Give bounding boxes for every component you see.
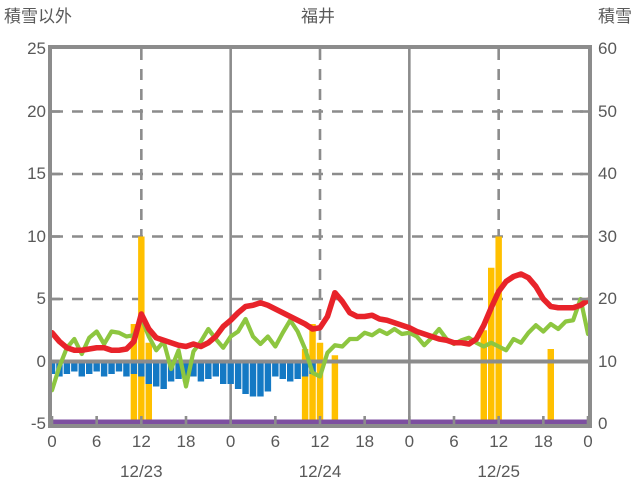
x-axis-tick: 18 [533,432,553,451]
precipitation-bar [115,361,123,372]
snow-bar [495,236,502,424]
x-axis-tick: 18 [355,432,375,451]
precipitation-bar [190,361,197,377]
y-axis-tick-right: 0 [598,414,608,433]
y-axis-tick-left: 25 [27,39,46,58]
precipitation-bar [153,361,160,387]
x-axis-tick: 0 [225,432,236,451]
snow-bar [480,330,487,424]
x-axis-day-label: 12/23 [120,462,163,481]
y-axis-tick-right: 30 [598,226,617,246]
precipitation-bar [71,361,78,372]
precipitation-bar [52,361,56,374]
chart-canvas [52,49,588,424]
x-axis-day-label: 12/25 [477,462,520,481]
precipitation-bar [205,361,212,379]
x-axis-tick: 6 [270,432,281,451]
precipitation-bar [93,361,100,372]
precipitation-bar [234,361,242,389]
x-axis-tick: 0 [47,432,57,451]
y-axis-tick-left: 0 [36,351,46,371]
snow-bar [316,342,324,424]
precipitation-bar [212,361,219,377]
precipitation-bar [78,361,85,377]
snow-bar [331,355,339,424]
precipitation-bar [130,361,138,374]
precipitation-bar [100,361,108,377]
precipitation-bar [145,361,152,384]
precipitation-bar [227,361,234,384]
y-axis-tick-left: -5 [30,414,46,433]
precipitation-bar [182,361,190,382]
y-axis-tick-right: 20 [598,289,617,308]
plot-area [48,45,592,428]
precipitation-bar [301,361,309,377]
precipitation-bar [279,361,286,379]
precipitation-bar [175,361,182,379]
y-axis-tick-left: 15 [27,164,46,183]
precipitation-bar [160,361,167,389]
precipitation-bar [249,361,257,397]
precipitation-bar [197,361,205,382]
x-axis-tick: 12 [489,432,509,451]
precipitation-bar [257,361,264,397]
precipitation-bar [86,361,93,374]
x-axis-tick: 6 [449,432,459,451]
snow-bar [547,349,554,424]
precipitation-bar [264,361,272,392]
precipitation-bar [272,361,279,377]
snow-bar [488,267,495,424]
right-axis-title: 積雪 [598,7,632,26]
temperature-line [52,271,588,354]
chart-title: 福井 [301,7,335,26]
x-axis-tick: 12 [310,432,330,451]
y-axis-tick-right: 60 [598,39,617,58]
x-axis-tick: 6 [91,432,102,451]
precipitation-bar [63,361,71,374]
x-axis-tick: 0 [583,432,593,451]
y-axis-tick-right: 10 [598,351,617,371]
precipitation-bar [242,361,249,394]
precipitation-bar [123,361,130,377]
y-axis-tick-left: 5 [36,289,46,308]
snow-bar [301,349,309,424]
precipitation-bar [294,361,301,379]
snow-bar [138,236,145,424]
x-axis-day-label: 12/24 [298,462,342,481]
x-axis-tick: 0 [404,432,415,451]
precipitation-bar [138,361,145,377]
precipitation-bar [108,361,115,374]
left-axis-title: 積雪以外 [4,7,72,26]
precipitation-bar [220,361,227,384]
precipitation-bar [167,361,175,382]
x-axis-tick: 12 [131,432,151,451]
y-axis-tick-right: 40 [598,164,617,183]
x-axis-tick: 18 [176,432,196,451]
y-axis-tick-left: 10 [27,226,46,246]
y-axis-tick-left: 20 [27,101,46,121]
y-axis-tick-right: 50 [598,101,617,121]
precipitation-bar [287,361,294,382]
